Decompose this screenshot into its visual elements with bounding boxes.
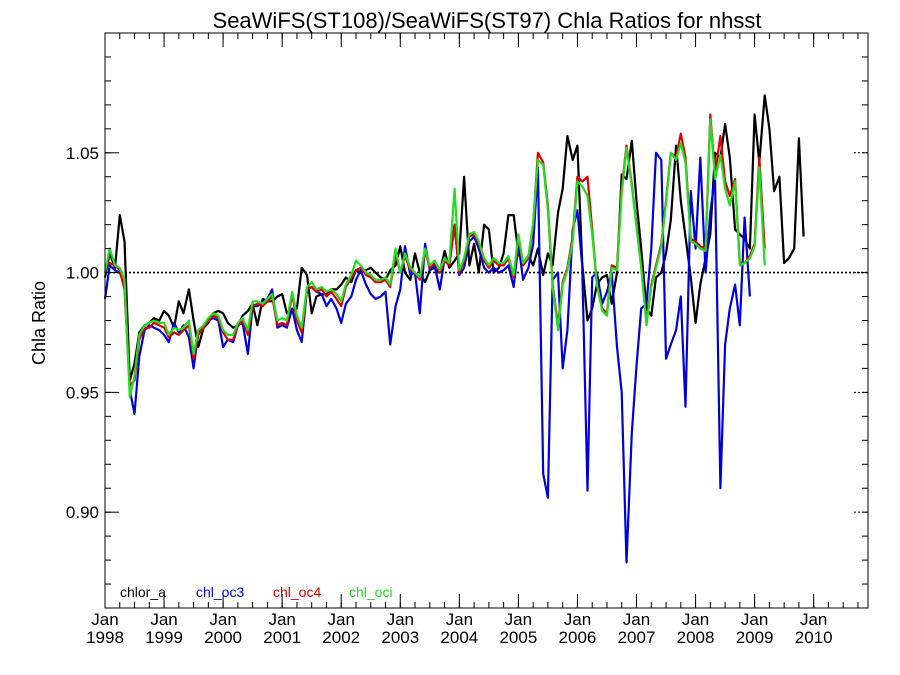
x-tick-label-year: 2004 [440, 628, 478, 647]
x-tick-label-month: Jan [564, 610, 591, 629]
x-tick-label-month: Jan [682, 610, 709, 629]
legend-item-chl-oc3: chl_oc3 [196, 584, 244, 600]
series-layer [103, 94, 805, 564]
y-tick-label: 1.05 [66, 144, 99, 163]
legend-item-chl-oc4: chl_oc4 [273, 584, 321, 600]
x-tick-label-year: 2010 [795, 628, 833, 647]
x-tick-label-month: Jan [800, 610, 827, 629]
legend: chlor_a chl_oc3 chl_oc4 chl_oci [120, 584, 393, 600]
x-tick-label-year: 2000 [204, 628, 242, 647]
x-tick-label-year: 2009 [736, 628, 774, 647]
y-tick-label: 0.90 [66, 503, 99, 522]
series-line-chlor-a [103, 94, 805, 382]
series-line-chl-oci [103, 118, 766, 399]
x-tick-label-year: 2006 [559, 628, 597, 647]
x-tick-label-year: 1999 [145, 628, 183, 647]
x-tick-label-year: 2001 [263, 628, 301, 647]
x-tick-label-month: Jan [741, 610, 768, 629]
y-tick-label: 1.00 [66, 264, 99, 283]
x-tick-label-year: 1998 [86, 628, 124, 647]
x-tick-label-month: Jan [150, 610, 177, 629]
legend-item-chl-oci: chl_oci [349, 584, 393, 600]
x-tick-label-year: 2002 [322, 628, 360, 647]
legend-item-chlor-a: chlor_a [120, 584, 166, 600]
x-tick-label-month: Jan [328, 610, 355, 629]
chart-title: SeaWiFS(ST108)/SeaWiFS(ST97) Chla Ratios… [213, 8, 762, 33]
x-tick-label-year: 2007 [618, 628, 656, 647]
x-tick-label-month: Jan [505, 610, 532, 629]
y-axis-label: Chla Ratio [29, 281, 49, 365]
tick-layer: 0.900.951.001.05Jan1998Jan1999Jan2000Jan… [66, 32, 868, 647]
x-tick-label-month: Jan [268, 610, 295, 629]
x-tick-label-month: Jan [91, 610, 118, 629]
x-tick-label-month: Jan [209, 610, 236, 629]
x-tick-label-year: 2005 [499, 628, 537, 647]
x-tick-label-year: 2003 [381, 628, 419, 647]
x-tick-label-year: 2008 [677, 628, 715, 647]
x-tick-label-month: Jan [446, 610, 473, 629]
x-tick-label-month: Jan [387, 610, 414, 629]
x-tick-label-month: Jan [623, 610, 650, 629]
series-line-chl-oc3 [103, 151, 751, 564]
y-tick-label: 0.95 [66, 383, 99, 402]
